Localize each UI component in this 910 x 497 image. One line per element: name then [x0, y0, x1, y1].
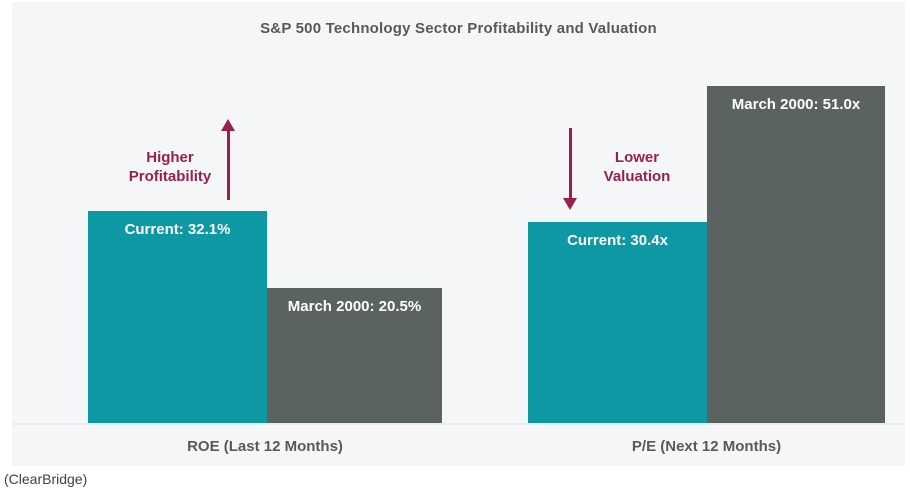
arrow-shaft: [227, 130, 230, 200]
bar-roe-current: Current: 32.1%: [88, 211, 267, 423]
chart-area: S&P 500 Technology Sector Profitability …: [12, 2, 905, 466]
bar-value-label: March 2000: 51.0x: [731, 96, 861, 113]
axis-label-roe: ROE (Last 12 Months): [187, 438, 343, 455]
source-attribution: (ClearBridge): [4, 471, 88, 487]
arrow-up-icon: [221, 119, 235, 131]
bar-value-label: March 2000: 20.5%: [287, 298, 422, 315]
arrow-down-icon: [563, 198, 577, 210]
bar-roe-march-2000: March 2000: 20.5%: [267, 288, 442, 423]
arrow-shaft: [569, 128, 572, 198]
annotation-lower-valuation: Lower Valuation: [603, 149, 671, 185]
axis-label-pe: P/E (Next 12 Months): [631, 438, 782, 455]
annotation-higher-profitability: Higher Profitability: [128, 149, 212, 185]
x-axis-line: [12, 423, 905, 425]
bar-value-label: Current: 32.1%: [124, 221, 231, 238]
bar-pe-current: Current: 30.4x: [528, 222, 707, 423]
bar-pe-march-2000: March 2000: 51.0x: [707, 86, 885, 423]
chart-title: S&P 500 Technology Sector Profitability …: [260, 20, 657, 37]
bar-value-label: Current: 30.4x: [567, 232, 668, 249]
